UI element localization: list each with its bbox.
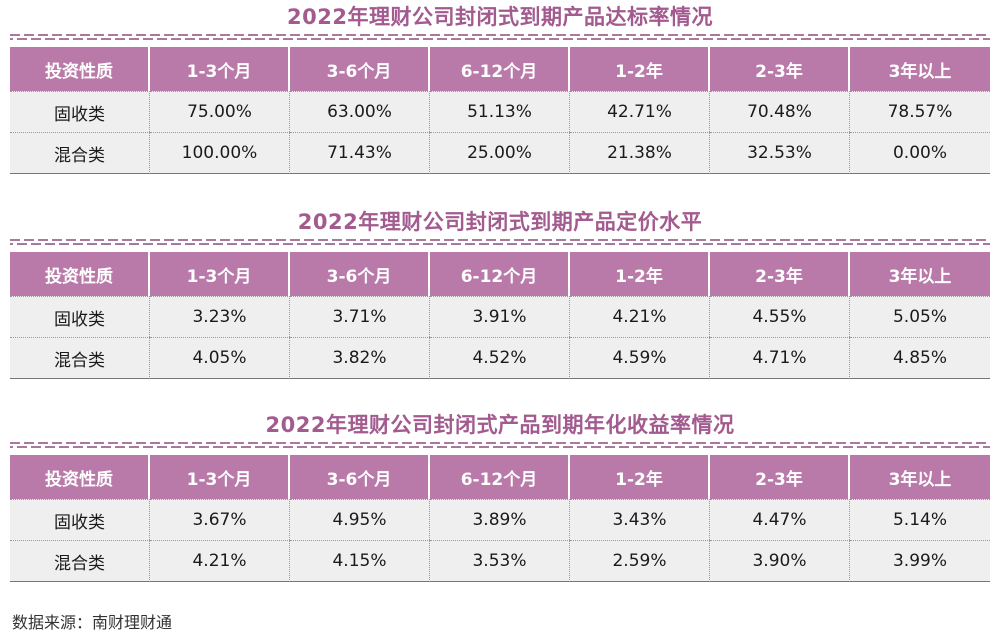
table-row: 混合类 100.00% 71.43% 25.00% 21.38% 32.53% … xyxy=(10,132,990,174)
table-cell: 固收类 xyxy=(10,91,150,132)
column-header: 投资性质 xyxy=(10,455,150,499)
title-divider xyxy=(10,442,990,448)
table-cell: 78.57% xyxy=(850,91,990,132)
table-cell: 固收类 xyxy=(10,296,150,337)
data-table: 投资性质 1-3个月 3-6个月 6-12个月 1-2年 2-3年 3年以上 固… xyxy=(10,252,990,379)
table-row: 混合类 4.05% 3.82% 4.52% 4.59% 4.71% 4.85% xyxy=(10,337,990,379)
table-cell: 4.85% xyxy=(850,337,990,379)
data-table: 投资性质 1-3个月 3-6个月 6-12个月 1-2年 2-3年 3年以上 固… xyxy=(10,455,990,582)
table-cell: 100.00% xyxy=(150,132,290,174)
table-cell: 3.67% xyxy=(150,499,290,540)
table-cell: 4.47% xyxy=(710,499,850,540)
column-header: 投资性质 xyxy=(10,47,150,91)
table-cell: 3.71% xyxy=(290,296,430,337)
section-annualized-yield: 2022年理财公司封闭式产品到期年化收益率情况 投资性质 1-3个月 3-6个月… xyxy=(10,410,990,582)
column-header: 投资性质 xyxy=(10,252,150,296)
data-source-note: 数据来源：南财理财通 xyxy=(12,613,173,632)
column-header: 3-6个月 xyxy=(290,252,430,296)
column-header: 1-3个月 xyxy=(150,252,290,296)
column-header: 2-3年 xyxy=(710,47,850,91)
table-cell: 4.52% xyxy=(430,337,570,379)
table-cell: 4.71% xyxy=(710,337,850,379)
table-cell: 3.53% xyxy=(430,540,570,582)
table-cell: 3.99% xyxy=(850,540,990,582)
table-cell: 3.23% xyxy=(150,296,290,337)
table-cell: 63.00% xyxy=(290,91,430,132)
column-header: 3年以上 xyxy=(850,252,990,296)
column-header: 1-2年 xyxy=(570,455,710,499)
table-cell: 25.00% xyxy=(430,132,570,174)
column-header: 1-3个月 xyxy=(150,455,290,499)
table-cell: 4.05% xyxy=(150,337,290,379)
title-divider xyxy=(10,34,990,40)
header-row: 投资性质 1-3个月 3-6个月 6-12个月 1-2年 2-3年 3年以上 xyxy=(10,252,990,296)
column-header: 3年以上 xyxy=(850,47,990,91)
data-table: 投资性质 1-3个月 3-6个月 6-12个月 1-2年 2-3年 3年以上 固… xyxy=(10,47,990,174)
table-cell: 3.43% xyxy=(570,499,710,540)
column-header: 1-2年 xyxy=(570,252,710,296)
table-cell: 混合类 xyxy=(10,337,150,379)
column-header: 6-12个月 xyxy=(430,47,570,91)
table-row: 混合类 4.21% 4.15% 3.53% 2.59% 3.90% 3.99% xyxy=(10,540,990,582)
column-header: 6-12个月 xyxy=(430,455,570,499)
table-cell: 70.48% xyxy=(710,91,850,132)
column-header: 2-3年 xyxy=(710,252,850,296)
section-pricing-level: 2022年理财公司封闭式到期产品定价水平 投资性质 1-3个月 3-6个月 6-… xyxy=(10,207,990,379)
table-cell: 3.91% xyxy=(430,296,570,337)
table-cell: 71.43% xyxy=(290,132,430,174)
column-header: 6-12个月 xyxy=(430,252,570,296)
table-cell: 4.21% xyxy=(150,540,290,582)
title-divider xyxy=(10,239,990,245)
table-cell: 51.13% xyxy=(430,91,570,132)
table-cell: 5.14% xyxy=(850,499,990,540)
table-cell: 75.00% xyxy=(150,91,290,132)
table-cell: 4.95% xyxy=(290,499,430,540)
column-header: 3-6个月 xyxy=(290,455,430,499)
table-row: 固收类 3.67% 4.95% 3.89% 3.43% 4.47% 5.14% xyxy=(10,499,990,540)
table-title: 2022年理财公司封闭式产品到期年化收益率情况 xyxy=(265,413,735,437)
table-cell: 0.00% xyxy=(850,132,990,174)
column-header: 3-6个月 xyxy=(290,47,430,91)
table-cell: 21.38% xyxy=(570,132,710,174)
table-cell: 3.90% xyxy=(710,540,850,582)
table-cell: 32.53% xyxy=(710,132,850,174)
table-row: 固收类 3.23% 3.71% 3.91% 4.21% 4.55% 5.05% xyxy=(10,296,990,337)
table-cell: 5.05% xyxy=(850,296,990,337)
table-cell: 2.59% xyxy=(570,540,710,582)
table-cell: 4.21% xyxy=(570,296,710,337)
table-cell: 固收类 xyxy=(10,499,150,540)
table-cell: 3.89% xyxy=(430,499,570,540)
table-title: 2022年理财公司封闭式到期产品达标率情况 xyxy=(287,5,713,29)
table-cell: 4.59% xyxy=(570,337,710,379)
table-cell: 4.55% xyxy=(710,296,850,337)
header-row: 投资性质 1-3个月 3-6个月 6-12个月 1-2年 2-3年 3年以上 xyxy=(10,455,990,499)
header-row: 投资性质 1-3个月 3-6个月 6-12个月 1-2年 2-3年 3年以上 xyxy=(10,47,990,91)
column-header: 1-2年 xyxy=(570,47,710,91)
column-header: 3年以上 xyxy=(850,455,990,499)
column-header: 2-3年 xyxy=(710,455,850,499)
table-row: 固收类 75.00% 63.00% 51.13% 42.71% 70.48% 7… xyxy=(10,91,990,132)
section-achievement-rate: 2022年理财公司封闭式到期产品达标率情况 投资性质 1-3个月 3-6个月 6… xyxy=(10,2,990,174)
column-header: 1-3个月 xyxy=(150,47,290,91)
table-cell: 混合类 xyxy=(10,132,150,174)
table-title: 2022年理财公司封闭式到期产品定价水平 xyxy=(297,210,703,234)
table-cell: 3.82% xyxy=(290,337,430,379)
table-cell: 42.71% xyxy=(570,91,710,132)
table-cell: 混合类 xyxy=(10,540,150,582)
table-cell: 4.15% xyxy=(290,540,430,582)
